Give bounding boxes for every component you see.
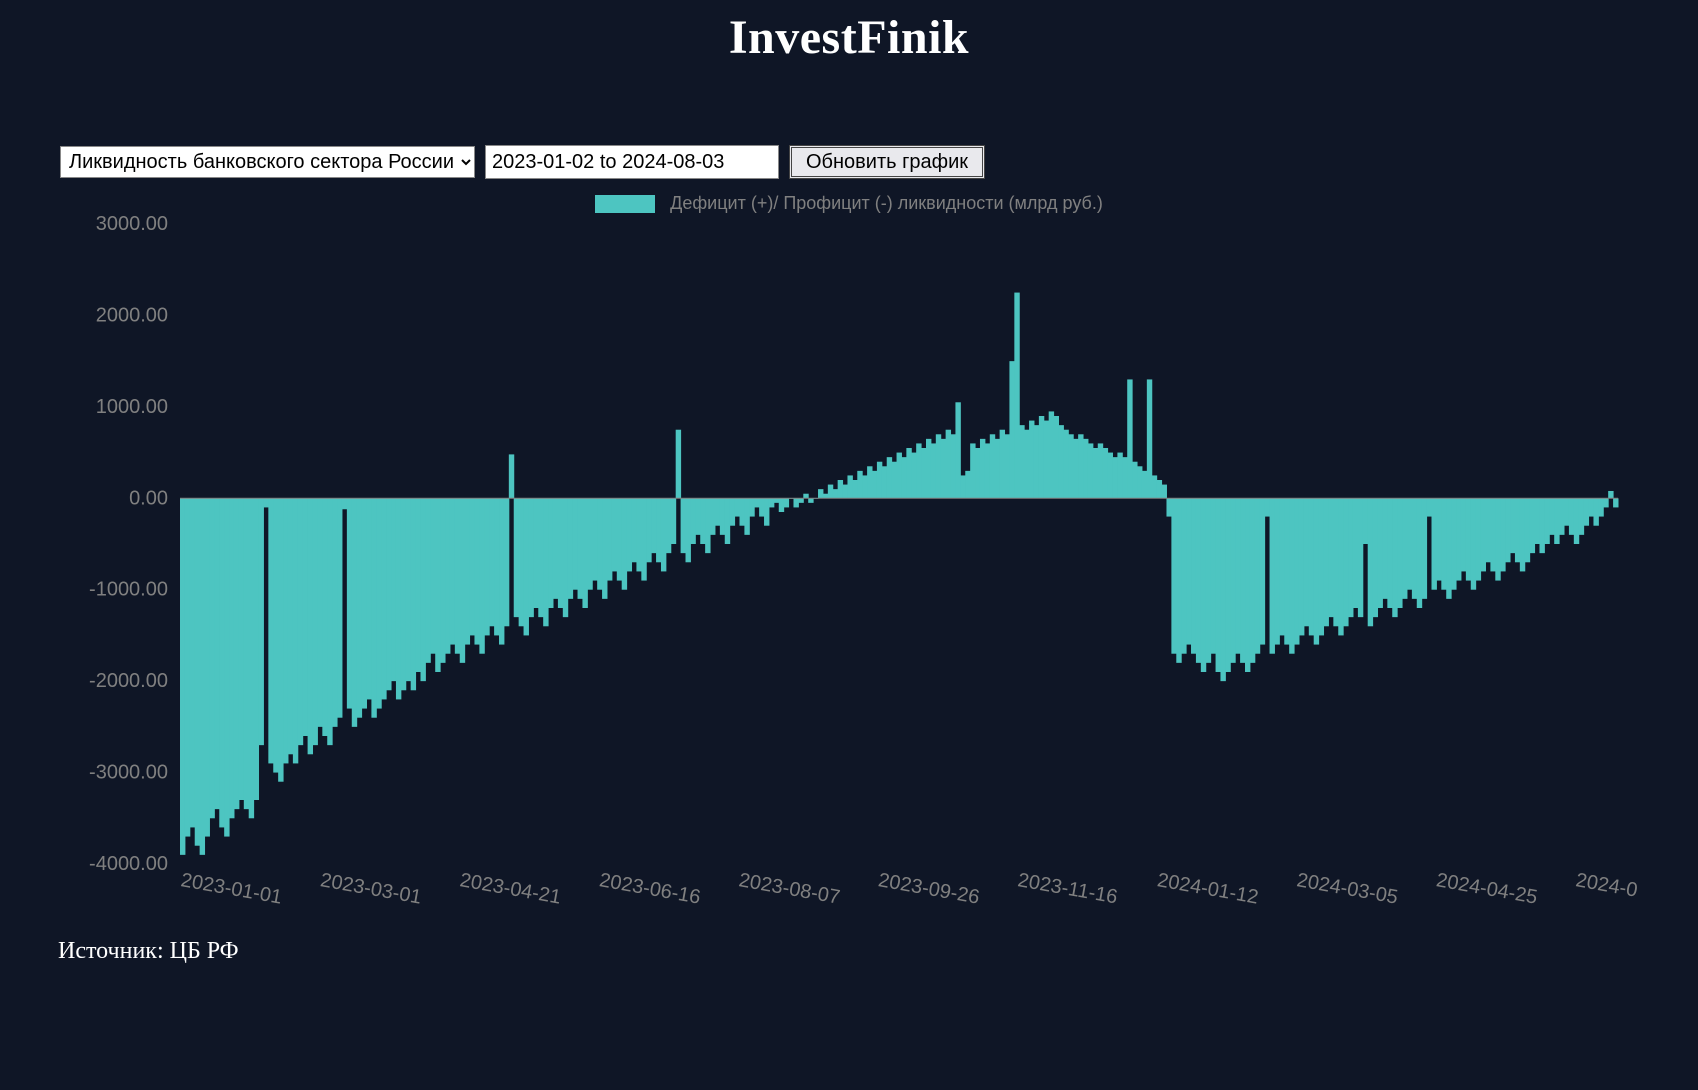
- controls-row: Ликвидность банковского сектора России О…: [60, 145, 1698, 179]
- legend-label: Дефицит (+)/ Профицит (-) ликвидности (м…: [670, 193, 1103, 213]
- chart-container: 3000.00 2000.00 1000.00 0.00 -1000.00 -2000.0…: [60, 214, 1638, 934]
- svg-text:2024-03-05: 2024-03-05: [1295, 869, 1400, 908]
- metric-select[interactable]: Ликвидность банковского сектора России: [60, 146, 475, 178]
- svg-text:1000.00: 1000.00: [96, 396, 168, 418]
- svg-text:2023-04-21: 2023-04-21: [458, 869, 563, 908]
- svg-text:0.00: 0.00: [129, 487, 168, 509]
- daterange-input[interactable]: [485, 145, 779, 179]
- svg-text:2023-03-01: 2023-03-01: [319, 869, 424, 908]
- svg-text:3000.00: 3000.00: [96, 214, 168, 235]
- svg-text:2023-09-26: 2023-09-26: [877, 869, 982, 908]
- refresh-button[interactable]: Обновить график: [789, 145, 985, 179]
- svg-text:2024-01-12: 2024-01-12: [1156, 869, 1261, 908]
- svg-text:-3000.00: -3000.00: [89, 762, 168, 784]
- legend-swatch: [595, 195, 655, 213]
- brand-title: InvestFinik: [729, 11, 969, 64]
- header: InvestFinik: [0, 0, 1698, 65]
- source-label: Источник: ЦБ РФ: [58, 938, 1698, 965]
- svg-text:2023-06-16: 2023-06-16: [598, 869, 703, 908]
- svg-text:2023-01-01: 2023-01-01: [179, 869, 284, 908]
- svg-text:2023-11-16: 2023-11-16: [1016, 869, 1119, 908]
- svg-text:2024-04-25: 2024-04-25: [1435, 869, 1540, 908]
- svg-text:2024-06-21: 2024-06-21: [1574, 869, 1638, 908]
- svg-text:-4000.00: -4000.00: [89, 853, 168, 875]
- liquidity-chart: 3000.00 2000.00 1000.00 0.00 -1000.00 -2000.0…: [60, 214, 1638, 934]
- svg-text:-2000.00: -2000.00: [89, 670, 168, 692]
- svg-text:2023-08-07: 2023-08-07: [737, 869, 842, 908]
- svg-text:2000.00: 2000.00: [96, 304, 168, 326]
- chart-legend: Дефицит (+)/ Профицит (-) ликвидности (м…: [0, 193, 1698, 214]
- svg-text:-1000.00: -1000.00: [89, 579, 168, 601]
